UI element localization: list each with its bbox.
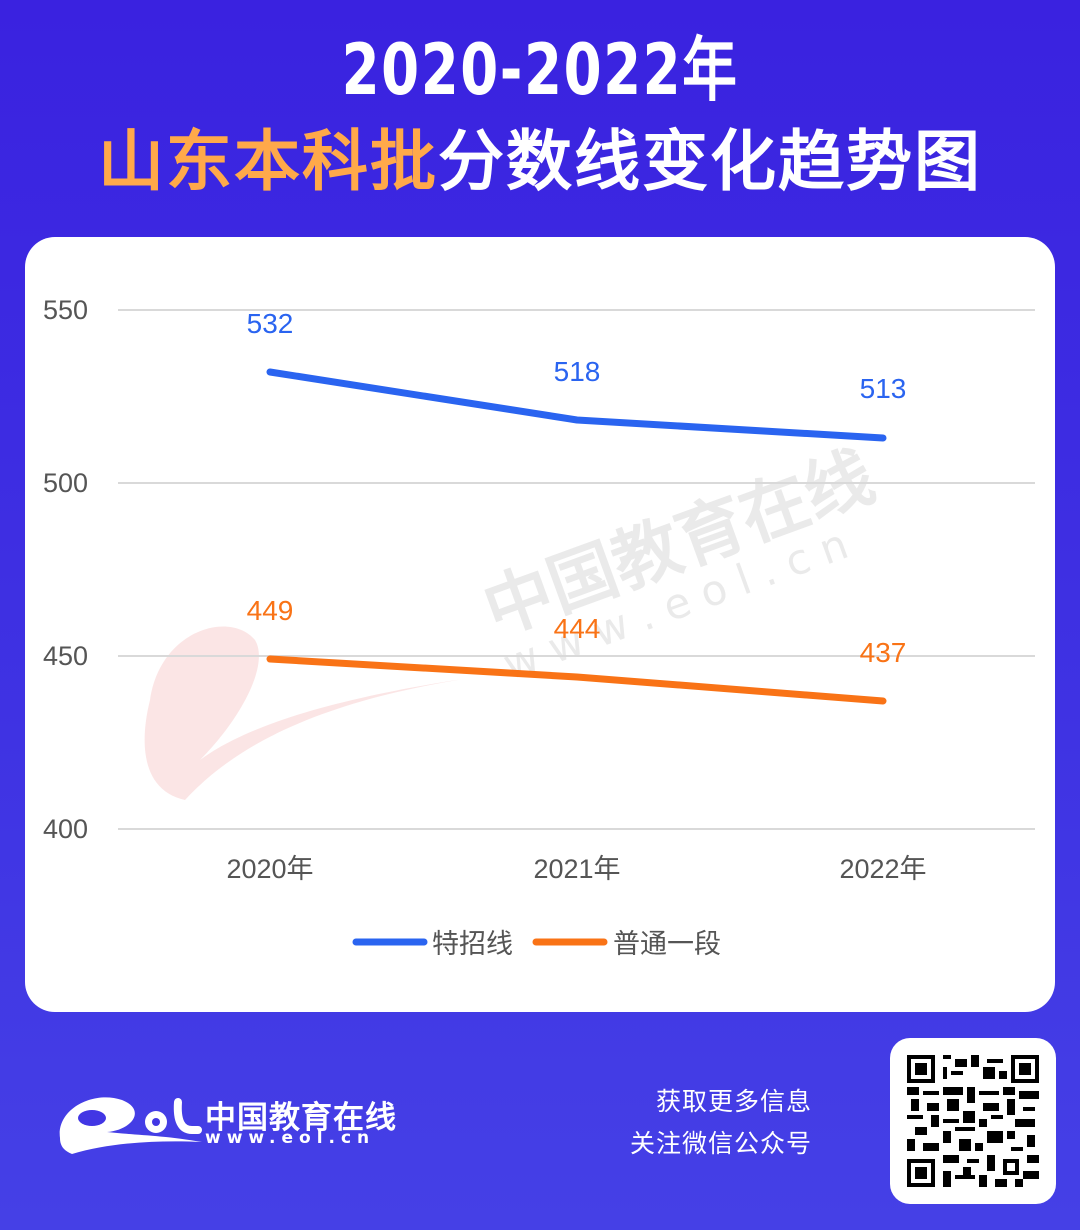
x-tick: 2020年 (226, 854, 313, 884)
eol-logo-icon (59, 1097, 202, 1154)
cta-line-2: 关注微信公众号 (629, 1129, 812, 1158)
x-axis: 2020年 2021年 2022年 (226, 854, 926, 884)
y-tick: 450 (43, 641, 88, 671)
y-axis: 550 500 450 400 (43, 295, 88, 844)
brand-url: www.eol.cn (205, 1128, 376, 1148)
y-tick: 550 (43, 295, 88, 325)
series-tezhaoxian-labels: 532 518 513 (247, 308, 907, 404)
legend: 特招线 普通一段 (352, 929, 721, 960)
data-label: 532 (247, 308, 294, 339)
title-line-2: 山东本科批分数线变化趋势图 (0, 122, 1080, 202)
legend-label-tezhaoxian: 特招线 (432, 929, 513, 960)
y-tick: 400 (43, 814, 88, 844)
wechat-qr-code[interactable] (890, 1038, 1056, 1204)
series-putong-yiduan-labels: 449 444 437 (247, 595, 907, 668)
x-tick: 2022年 (839, 854, 926, 884)
data-label: 444 (554, 613, 601, 644)
data-label: 437 (860, 637, 907, 668)
title-line-1: 2020-2022年 (341, 29, 739, 111)
brand-name-cn: 中国教育在线 (205, 1100, 397, 1136)
data-label: 518 (554, 356, 601, 387)
chart-card: 中国教育在线 w w w . e o l . c n 550 500 450 4… (25, 237, 1055, 1012)
legend-label-putong-yiduan: 普通一段 (613, 929, 721, 960)
y-tick: 500 (43, 468, 88, 498)
line-chart: 中国教育在线 w w w . e o l . c n 550 500 450 4… (43, 295, 1035, 960)
cta-line-1: 获取更多信息 (655, 1087, 812, 1116)
qr-code-icon (907, 1055, 1039, 1187)
title-highlight: 山东本科批 (98, 123, 438, 200)
x-tick: 2021年 (533, 854, 620, 884)
data-label: 513 (860, 373, 907, 404)
series-tezhaoxian-line (266, 368, 887, 442)
data-label: 449 (247, 595, 294, 626)
watermark-eol-logo-icon (144, 626, 470, 800)
title-rest: 分数线变化趋势图 (438, 123, 982, 200)
series-putong-yiduan-line (266, 655, 887, 705)
